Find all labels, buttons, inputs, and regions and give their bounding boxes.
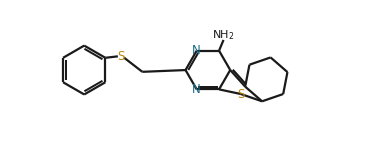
Text: S: S	[117, 50, 125, 63]
Text: N: N	[192, 44, 201, 57]
Text: S: S	[237, 87, 245, 101]
Text: NH$_2$: NH$_2$	[212, 28, 235, 42]
Text: N: N	[192, 83, 201, 97]
